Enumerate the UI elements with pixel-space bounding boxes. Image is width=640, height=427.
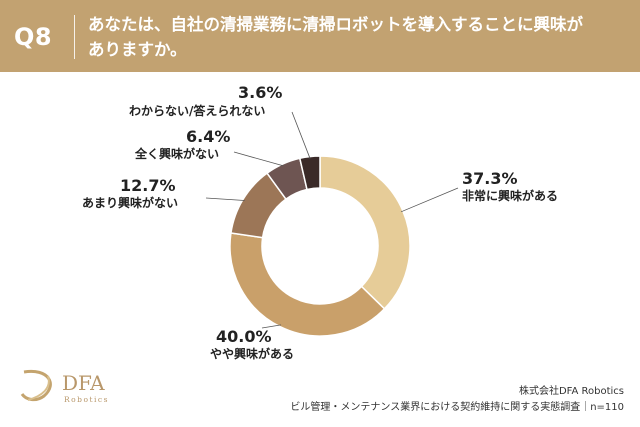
label-percent-not-very-interested: 12.7% [120, 176, 176, 195]
slice-somewhat-interested [229, 232, 386, 337]
question-text: あなたは、自社の清掃業務に清掃ロボットを導入することに興味が ありますか。 [88, 12, 628, 62]
label-percent-not-interested-at-all: 6.4% [186, 127, 230, 146]
label-percent-dont-know: 3.6% [238, 83, 282, 102]
leader-not-very-interested [205, 197, 245, 201]
label-category-not-very-interested: あまり興味がない [82, 195, 178, 210]
dfa-logo: DFA Robotics [18, 366, 138, 410]
label-percent-very-interested: 37.3% [462, 169, 518, 188]
label-category-dont-know: わからない/答えられない [129, 103, 265, 118]
leader-somewhat-interested [261, 324, 282, 329]
slice-dont-know [298, 155, 321, 191]
slice-very-interested [319, 155, 411, 310]
leader-not-interested-at-all [233, 151, 284, 167]
donut-slices [229, 155, 411, 337]
header-divider [74, 15, 75, 59]
logo-name: DFA [62, 371, 105, 395]
leader-very-interested [400, 187, 459, 213]
dfa-logo-mark: DFA Robotics [20, 369, 109, 404]
logo-swoosh-icon [20, 369, 52, 402]
label-category-very-interested: 非常に興味がある [462, 188, 558, 203]
label-category-not-interested-at-all: 全く興味がない [134, 146, 219, 161]
logo-sub: Robotics [64, 395, 109, 404]
question-text-line-2: ありますか。 [88, 40, 187, 59]
question-number: Q8 [14, 23, 53, 51]
leader-lines [205, 111, 459, 329]
question-text-line-1: あなたは、自社の清掃業務に清掃ロボットを導入することに興味が [88, 15, 583, 34]
label-category-somewhat-interested: やや興味がある [210, 346, 294, 361]
label-percent-somewhat-interested: 40.0% [216, 327, 272, 346]
question-header: Q8 あなたは、自社の清掃業務に清掃ロボットを導入することに興味が ありますか。 [0, 0, 640, 72]
footer-survey: ビル管理・メンテナンス業界における契約維持に関する実態調査｜n=110 [290, 402, 624, 413]
leader-dont-know [291, 111, 311, 159]
footer-company: 株式会社DFA Robotics [518, 386, 624, 397]
